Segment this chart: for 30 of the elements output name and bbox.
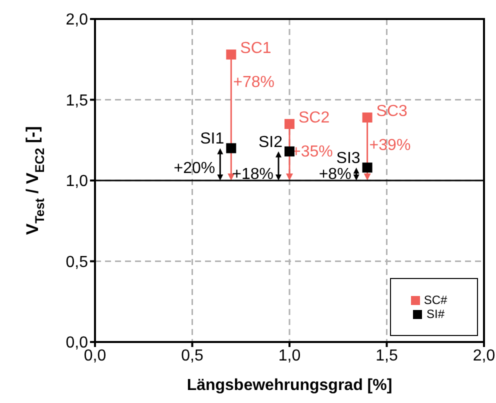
annotation: SI2 bbox=[258, 134, 283, 151]
annotation: +20% bbox=[174, 160, 216, 177]
y-tick-label: 1,0 bbox=[66, 173, 88, 190]
annotation: SC3 bbox=[376, 103, 408, 120]
x-tick-label: 1,0 bbox=[278, 347, 301, 364]
x-tick-label: 0,5 bbox=[181, 347, 204, 364]
annotation: +18% bbox=[232, 166, 274, 183]
point bbox=[362, 112, 372, 123]
x-tick-label: 0,0 bbox=[84, 347, 106, 364]
annotation: +78% bbox=[233, 74, 275, 92]
annotation: SI3 bbox=[336, 150, 360, 168]
x-tick-label: 2,0 bbox=[472, 347, 496, 364]
annotation: SC2 bbox=[298, 109, 330, 126]
legend-label: SC# bbox=[424, 293, 448, 307]
point bbox=[362, 162, 372, 173]
point bbox=[226, 143, 236, 154]
y-tick-label: 2,0 bbox=[66, 12, 88, 29]
y-tick-label: 0,5 bbox=[66, 254, 88, 271]
annotation: +8% bbox=[318, 166, 352, 183]
annotation: SC1 bbox=[240, 40, 272, 58]
annotation: +35% bbox=[292, 143, 333, 160]
x-axis-title: Längsbewehrungsgrad [%] bbox=[186, 377, 392, 394]
annotation: +39% bbox=[369, 137, 411, 154]
x-tick-label: 1,5 bbox=[376, 347, 398, 364]
point bbox=[284, 146, 294, 156]
legend-label: SI# bbox=[426, 307, 444, 321]
point bbox=[226, 50, 236, 60]
annotation: SI1 bbox=[200, 130, 224, 148]
point bbox=[284, 118, 294, 129]
y-tick-label: 1,5 bbox=[66, 92, 88, 110]
